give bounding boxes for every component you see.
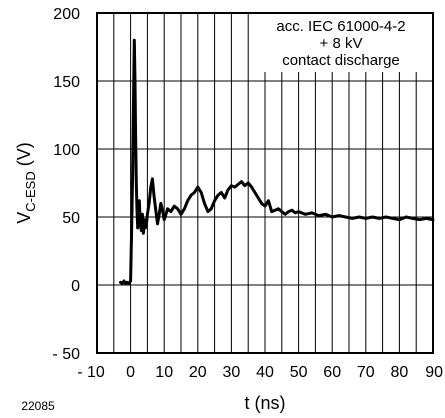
x-tick-label: 30 bbox=[223, 364, 241, 381]
figure-code: 22085 bbox=[21, 399, 55, 413]
x-tick-labels: - 10 0 10 20 30 40 50 60 70 80 90 bbox=[77, 364, 443, 381]
x-axis-label: t (ns) bbox=[244, 393, 285, 413]
y-axis-label-sub: C-ESD bbox=[23, 171, 38, 211]
y-tick-label: 0 bbox=[71, 278, 80, 295]
annotation-box bbox=[250, 14, 432, 72]
x-tick-label: 50 bbox=[290, 364, 308, 381]
y-axis-label-unit: (V) bbox=[14, 142, 34, 171]
series-line bbox=[119, 38, 435, 286]
y-tick-label: - 50 bbox=[52, 346, 80, 363]
x-tick-label: - 10 bbox=[77, 364, 105, 381]
annotation-line-1: acc. IEC 61000-4-2 bbox=[276, 18, 405, 35]
y-tick-label: 150 bbox=[53, 74, 80, 91]
y-tick-labels: 200 150 100 50 0 - 50 bbox=[52, 6, 80, 363]
y-tick-label: 100 bbox=[53, 142, 80, 159]
annotation-line-2: + 8 kV bbox=[320, 35, 363, 52]
y-tick-label: 50 bbox=[62, 210, 80, 227]
x-tick-label: 20 bbox=[189, 364, 207, 381]
x-tick-label: 80 bbox=[391, 364, 409, 381]
annotation-line-3: contact discharge bbox=[282, 52, 400, 69]
x-tick-label: 60 bbox=[323, 364, 341, 381]
x-tick-label: 10 bbox=[155, 364, 173, 381]
x-tick-label: 90 bbox=[425, 364, 443, 381]
plot-frame bbox=[96, 12, 434, 354]
y-tick-label: 200 bbox=[53, 6, 80, 23]
y-axis-label-main: V bbox=[14, 212, 34, 224]
x-tick-label: 70 bbox=[357, 364, 375, 381]
x-tick-label: 40 bbox=[256, 364, 274, 381]
x-tick-label: 0 bbox=[126, 364, 135, 381]
series-group bbox=[119, 38, 435, 286]
y-axis-label: VC-ESD (V) bbox=[14, 142, 38, 223]
